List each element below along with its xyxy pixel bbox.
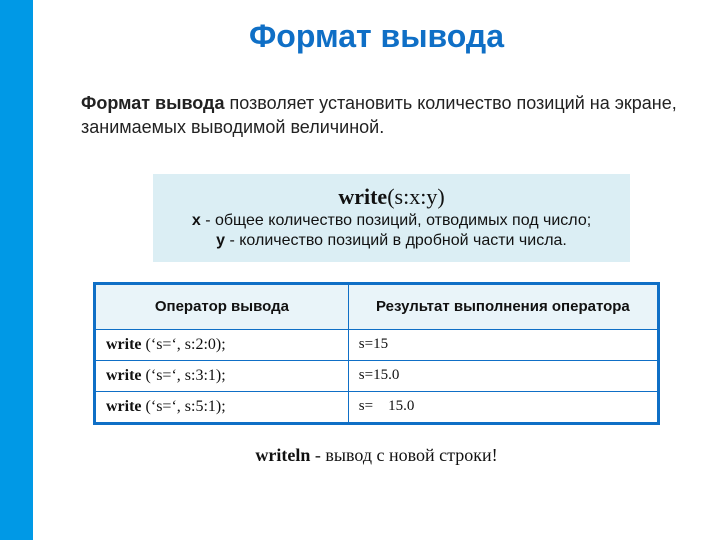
cell-result: s= 15.0: [348, 391, 658, 423]
table-header-row: Оператор вывода Результат выполнения опе…: [95, 283, 659, 329]
footer-note: writeln - вывод с новой строки!: [63, 445, 690, 466]
syntax-x-text: - общее количество позиций, отводимых по…: [201, 212, 591, 229]
footer-kw: writeln: [255, 445, 310, 465]
cell-operator: write (‘s=‘, s:3:1);: [95, 360, 349, 391]
syntax-box: write(s:x:y) x - общее количество позици…: [153, 174, 630, 262]
output-table: Оператор вывода Результат выполнения опе…: [93, 282, 660, 425]
syntax-args: (s:x:y): [387, 184, 444, 209]
syntax-y-text: - количество позиций в дробной части чис…: [225, 232, 567, 249]
slide-content: Формат вывода Формат вывода позволяет ус…: [33, 0, 720, 540]
syntax-call: write: [338, 184, 387, 209]
table-row: write (‘s=‘, s:3:1); s=15.0: [95, 360, 659, 391]
syntax-y-var: y: [216, 232, 225, 249]
table-row: write (‘s=‘, s:5:1); s= 15.0: [95, 391, 659, 423]
syntax-x-line: x - общее количество позиций, отводимых …: [163, 212, 620, 230]
cell-operator: write (‘s=‘, s:2:0);: [95, 329, 349, 360]
cell-operator: write (‘s=‘, s:5:1);: [95, 391, 349, 423]
intro-bold: Формат вывода: [81, 93, 224, 113]
th-result: Результат выполнения оператора: [348, 283, 658, 329]
intro-paragraph: Формат вывода позволяет установить колич…: [63, 91, 690, 140]
slide-title: Формат вывода: [63, 18, 690, 55]
syntax-y-line: y - количество позиций в дробной части ч…: [163, 232, 620, 250]
syntax-x-var: x: [192, 212, 201, 229]
cell-result: s=15: [348, 329, 658, 360]
sidebar-stripe: [0, 0, 33, 540]
footer-rest: - вывод с новой строки!: [310, 445, 497, 465]
cell-result: s=15.0: [348, 360, 658, 391]
syntax-title: write(s:x:y): [163, 184, 620, 210]
th-operator: Оператор вывода: [95, 283, 349, 329]
table-row: write (‘s=‘, s:2:0); s=15: [95, 329, 659, 360]
